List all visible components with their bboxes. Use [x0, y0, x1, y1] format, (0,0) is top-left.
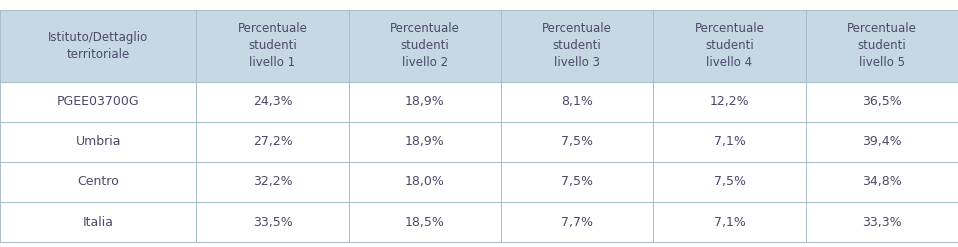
Bar — [196, 122, 349, 162]
Bar — [653, 82, 806, 122]
Bar — [0, 202, 196, 242]
Text: 7,5%: 7,5% — [561, 135, 593, 148]
Bar — [349, 162, 501, 202]
Text: Percentuale
studenti
livello 4: Percentuale studenti livello 4 — [695, 22, 764, 69]
Bar — [349, 202, 501, 242]
Bar — [501, 162, 653, 202]
Text: 18,9%: 18,9% — [405, 95, 445, 108]
Text: 12,2%: 12,2% — [710, 95, 749, 108]
Bar — [0, 10, 196, 82]
Bar — [0, 122, 196, 162]
Bar — [806, 162, 958, 202]
Bar — [653, 202, 806, 242]
Bar — [501, 202, 653, 242]
Text: Percentuale
studenti
livello 2: Percentuale studenti livello 2 — [390, 22, 460, 69]
Bar — [653, 162, 806, 202]
Text: 33,3%: 33,3% — [862, 216, 901, 228]
Bar — [196, 162, 349, 202]
Bar — [0, 162, 196, 202]
Text: 7,7%: 7,7% — [561, 216, 593, 228]
Text: 18,9%: 18,9% — [405, 135, 445, 148]
Text: 24,3%: 24,3% — [253, 95, 292, 108]
Text: PGEE03700G: PGEE03700G — [57, 95, 140, 108]
Text: 7,5%: 7,5% — [561, 175, 593, 188]
Text: Italia: Italia — [82, 216, 114, 228]
Text: 27,2%: 27,2% — [253, 135, 292, 148]
Bar — [501, 82, 653, 122]
Text: Umbria: Umbria — [76, 135, 121, 148]
Text: 34,8%: 34,8% — [862, 175, 901, 188]
Text: Istituto/Dettaglio
territoriale: Istituto/Dettaglio territoriale — [48, 31, 148, 61]
Text: Percentuale
studenti
livello 3: Percentuale studenti livello 3 — [542, 22, 612, 69]
Bar — [196, 202, 349, 242]
Text: Percentuale
studenti
livello 5: Percentuale studenti livello 5 — [847, 22, 917, 69]
Bar — [349, 10, 501, 82]
Text: 33,5%: 33,5% — [253, 216, 292, 228]
Text: Percentuale
studenti
livello 1: Percentuale studenti livello 1 — [238, 22, 308, 69]
Bar — [196, 10, 349, 82]
Bar — [349, 82, 501, 122]
Bar — [806, 82, 958, 122]
Bar — [653, 122, 806, 162]
Bar — [806, 10, 958, 82]
Text: Centro: Centro — [78, 175, 119, 188]
Text: 39,4%: 39,4% — [862, 135, 901, 148]
Text: 7,1%: 7,1% — [714, 135, 745, 148]
Bar — [0, 82, 196, 122]
Bar — [653, 10, 806, 82]
Text: 32,2%: 32,2% — [253, 175, 292, 188]
Bar — [196, 82, 349, 122]
Bar — [349, 122, 501, 162]
Text: 7,5%: 7,5% — [714, 175, 745, 188]
Bar — [806, 122, 958, 162]
Text: 36,5%: 36,5% — [862, 95, 901, 108]
Bar — [501, 10, 653, 82]
Text: 18,5%: 18,5% — [405, 216, 445, 228]
Text: 8,1%: 8,1% — [561, 95, 593, 108]
Bar — [806, 202, 958, 242]
Text: 18,0%: 18,0% — [405, 175, 445, 188]
Bar — [501, 122, 653, 162]
Text: 7,1%: 7,1% — [714, 216, 745, 228]
